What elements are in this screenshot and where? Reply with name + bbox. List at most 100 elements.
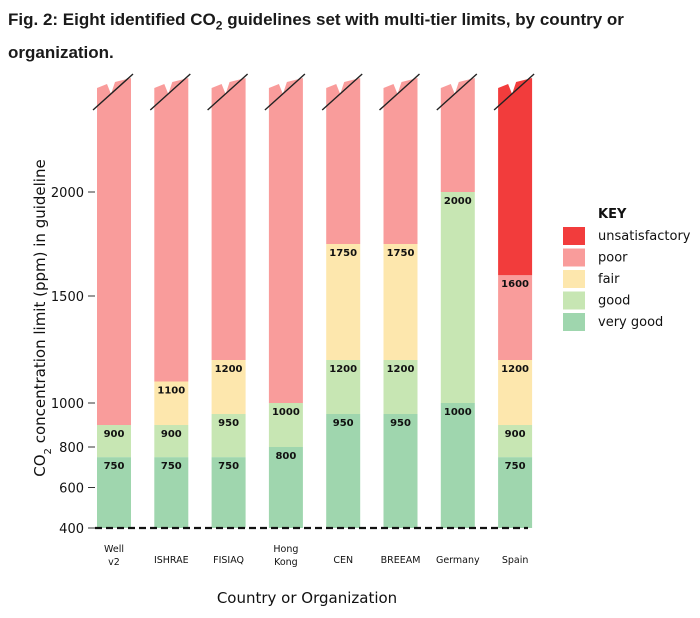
bar-hong-kong: 800 1000: [264, 73, 306, 528]
data-label: 1000: [444, 407, 472, 418]
bar-spain: 750 900 1200 1600: [493, 73, 535, 528]
figure-title: Fig. 2: Eight identified CO2 guidelines …: [8, 6, 668, 67]
axis-break-mark: [264, 73, 306, 111]
x-tick-label: Germany: [436, 555, 480, 566]
legend: KEY unsatisfactory poor fair good very good: [563, 207, 691, 331]
bar-ishrae: 750 900 1100: [149, 73, 191, 528]
bar-segment-good: [383, 360, 418, 414]
bar-segment-very-good: [440, 403, 475, 528]
y-tick-label: 400: [59, 522, 84, 537]
data-label: 1200: [387, 364, 415, 375]
legend-swatch-very-good: [563, 313, 585, 331]
data-label: 750: [505, 461, 526, 472]
x-axis-title: Country or Organization: [217, 589, 397, 607]
data-label: 950: [333, 418, 354, 429]
legend-swatch-fair: [563, 270, 585, 288]
bar-segment-poor: [383, 98, 418, 244]
bar-segment-very-good: [97, 457, 131, 528]
y-axis: 400 600 800 1000 1500 2000: [51, 186, 95, 537]
bar-segment-poor: [268, 98, 303, 403]
y-tick-label: 800: [59, 441, 84, 456]
bar-segment-good: [268, 403, 303, 447]
y-axis-title: CO2 concentration limit (ppm) in guideli…: [31, 159, 54, 476]
bar-segment-very-good: [154, 457, 189, 528]
bar-segment-fair: [326, 244, 361, 360]
axis-break-mark: [149, 73, 191, 111]
x-tick-label: Hong Kong: [273, 544, 298, 568]
y-tick-label: 2000: [51, 186, 84, 201]
y-tick-label: 600: [59, 482, 84, 497]
data-label: 1100: [157, 386, 185, 397]
bar-segment-very-good: [326, 414, 361, 528]
bar-segment-poor: [440, 98, 475, 192]
bar-segment-very-good: [498, 457, 533, 528]
bar-segment-very-good: [383, 414, 418, 528]
bar-segment-unsatisfactory: [498, 98, 533, 276]
legend-label: very good: [598, 315, 663, 330]
bar-segment-good: [498, 425, 533, 458]
bar-segment-poor: [97, 98, 131, 425]
data-label: 900: [161, 429, 182, 440]
data-label: 950: [218, 418, 239, 429]
bar-segment-good: [97, 425, 131, 458]
legend-swatch-good: [563, 291, 585, 310]
axis-break-mark: [436, 73, 478, 111]
bar-segment-good: [326, 360, 361, 414]
axis-break-mark: [379, 73, 420, 111]
x-axis: Well v2 ISHRAE FISIAQ Hong Kong CEN BREEAM Germa…: [95, 526, 529, 568]
x-tick-label: Well v2: [104, 544, 124, 568]
figure-title-main: Fig. 2: Eight identified CO: [8, 10, 216, 29]
bar-segment-very-good: [268, 447, 303, 528]
axis-break-mark: [321, 73, 363, 111]
bar-segment-good: [211, 414, 246, 458]
data-label: 900: [505, 429, 526, 440]
data-label: 1750: [387, 248, 415, 259]
bar-germany: 1000 2000: [436, 73, 478, 528]
bar-segment-poor: [154, 98, 189, 382]
legend-label: unsatisfactory: [598, 229, 691, 244]
data-label: 1600: [501, 279, 529, 290]
bar-segment-poor: [326, 98, 361, 244]
legend-label: fair: [598, 272, 620, 287]
bar-segment-fair: [211, 360, 246, 414]
bar-segment-fair: [383, 244, 418, 360]
bar-breeam: 950 1200 1750: [379, 73, 420, 528]
bar-segment-poor: [498, 275, 533, 360]
bars-layer: 750 900 750 900 1100 750 950 1200 800 1000 950 1200…: [92, 73, 535, 528]
data-label: 1200: [215, 364, 243, 375]
x-tick-label: CEN: [333, 555, 353, 566]
data-label: 1200: [329, 364, 357, 375]
data-label: 1000: [272, 407, 300, 418]
bar-fisiaq: 750 950 1200: [207, 73, 249, 528]
data-label: 800: [275, 451, 296, 462]
bar-segment-good: [154, 425, 189, 458]
data-label: 950: [390, 418, 411, 429]
x-tick-label: FISIAQ: [213, 555, 244, 566]
y-tick-label: 1000: [51, 397, 84, 412]
legend-label: good: [598, 294, 630, 309]
bar-segment-very-good: [211, 457, 246, 528]
legend-swatch-unsatisfactory: [563, 227, 585, 245]
data-label: 1750: [329, 248, 357, 259]
bar-cen: 950 1200 1750: [321, 73, 363, 528]
bar-well-v2: 750 900: [92, 73, 134, 528]
legend-swatch-poor: [563, 248, 585, 267]
data-label: 2000: [444, 196, 472, 207]
data-label: 750: [218, 461, 239, 472]
data-label: 750: [161, 461, 182, 472]
bar-segment-good: [440, 192, 475, 403]
bar-segment-fair: [154, 381, 189, 425]
data-label: 1200: [501, 364, 529, 375]
x-tick-label: ISHRAE: [154, 555, 189, 566]
x-tick-label: BREEAM: [381, 555, 421, 566]
figure-title-subscript: 2: [215, 18, 223, 33]
bar-segment-fair: [498, 360, 533, 425]
axis-break-mark: [207, 73, 249, 111]
legend-label: poor: [598, 251, 628, 266]
data-label: 750: [104, 461, 125, 472]
data-label: 900: [104, 429, 125, 440]
bar-segment-poor: [211, 98, 246, 360]
x-tick-label: Spain: [502, 555, 529, 566]
legend-title: KEY: [598, 207, 627, 222]
axis-break-mark: [92, 73, 134, 111]
